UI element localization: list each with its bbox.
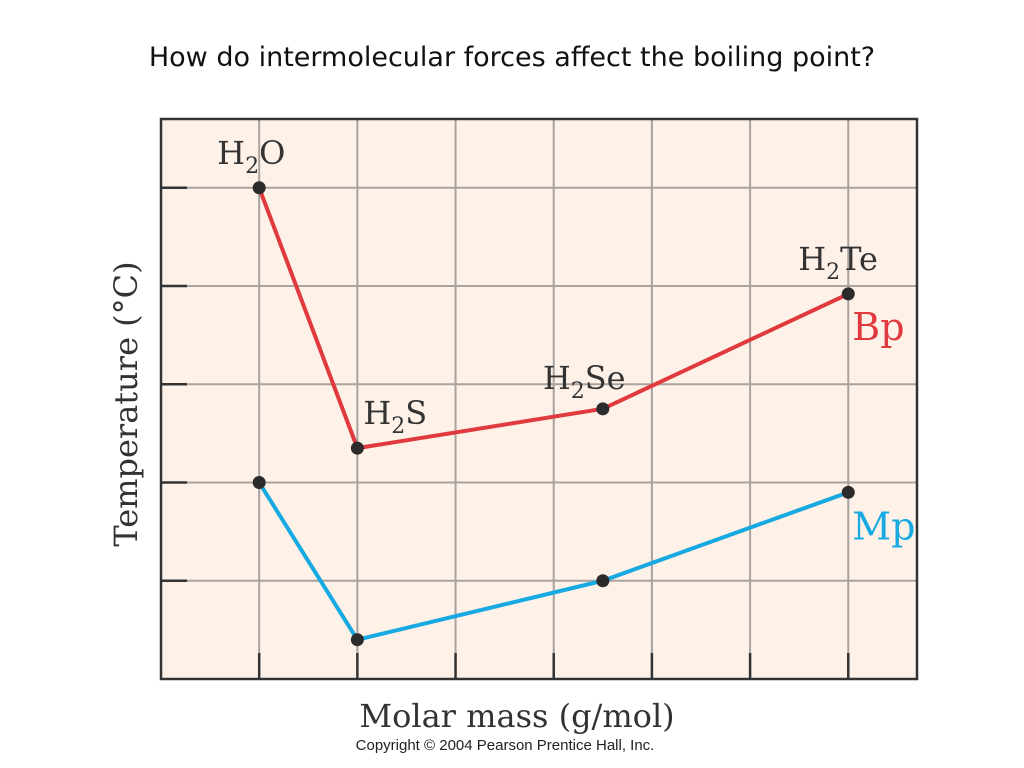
x-axis-label: Molar mass (g/mol) xyxy=(359,697,674,735)
point-label-h2o: H2O xyxy=(217,134,285,179)
series-layer: Bp Mp xyxy=(252,181,916,647)
series-line-mp xyxy=(257,481,849,642)
data-point-mp-h2te xyxy=(841,485,855,499)
point-labels: H2O H2S H2Se H2Te xyxy=(217,134,878,439)
grid-vertical xyxy=(258,119,850,679)
plot-frame xyxy=(159,117,919,681)
copyright-note: Copyright © 2004 Pearson Prentice Hall, … xyxy=(355,737,655,754)
data-point-mp-h2s xyxy=(350,633,364,647)
data-point-bp-h2s xyxy=(350,441,364,455)
axis-ticks xyxy=(161,186,850,679)
series-line-bp xyxy=(257,187,850,451)
series-label-mp: Mp xyxy=(852,504,915,548)
series-label-bp: Bp xyxy=(852,305,904,349)
slide-title: How do intermolecular forces affect the … xyxy=(148,42,876,73)
point-label-h2s: H2S xyxy=(363,394,427,439)
data-point-mp-h2o xyxy=(252,476,266,490)
data-point-mp-h2se xyxy=(596,574,610,588)
grid-horizontal xyxy=(161,186,917,582)
data-point-bp-h2se xyxy=(596,402,610,416)
data-point-bp-h2te xyxy=(841,287,855,301)
data-point-bp-h2o xyxy=(252,181,266,195)
plot-background xyxy=(161,119,917,679)
point-label-h2se: H2Se xyxy=(543,359,626,404)
y-axis-label: Temperature (°C) xyxy=(107,261,145,546)
point-label-h2te: H2Te xyxy=(798,240,878,285)
